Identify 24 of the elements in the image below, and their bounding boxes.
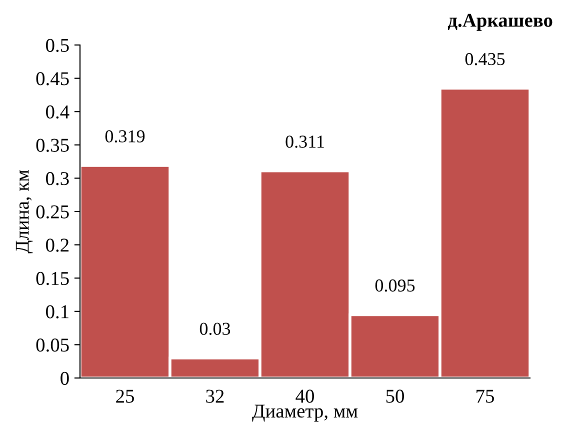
data-label: 0.03 — [200, 322, 230, 335]
y-tick-label: 0.05 — [36, 338, 69, 352]
y-tick-label: 0.25 — [36, 205, 69, 219]
x-axis-title: Диаметр, мм — [252, 404, 358, 422]
y-tick-label: 0.1 — [46, 305, 68, 318]
x-tick-label: 40 — [296, 390, 314, 403]
y-tick-label: 0.15 — [36, 272, 69, 286]
y-tick-label: 0.5 — [46, 38, 69, 52]
y-tick-label: 0.45 — [36, 72, 69, 86]
x-tick-label: 32 — [206, 390, 224, 403]
y-axis-title: Длина, км — [16, 170, 33, 254]
data-label: 0.435 — [465, 52, 505, 66]
chart-title: д.Аркашево — [448, 14, 552, 31]
data-label: 0.311 — [286, 136, 324, 148]
y-tick-label: 0.4 — [46, 105, 70, 119]
x-tick-label: 25 — [116, 390, 134, 403]
y-tick-label: 0.2 — [46, 238, 69, 252]
y-tick-label: 0.3 — [46, 172, 69, 186]
y-tick-label: 0.35 — [36, 138, 69, 152]
data-label: 0.095 — [375, 279, 415, 292]
data-label: 0.319 — [105, 130, 145, 143]
y-tick-label: 0 — [60, 372, 69, 385]
x-tick-label: 75 — [476, 390, 494, 403]
x-tick-label: 50 — [386, 390, 404, 403]
